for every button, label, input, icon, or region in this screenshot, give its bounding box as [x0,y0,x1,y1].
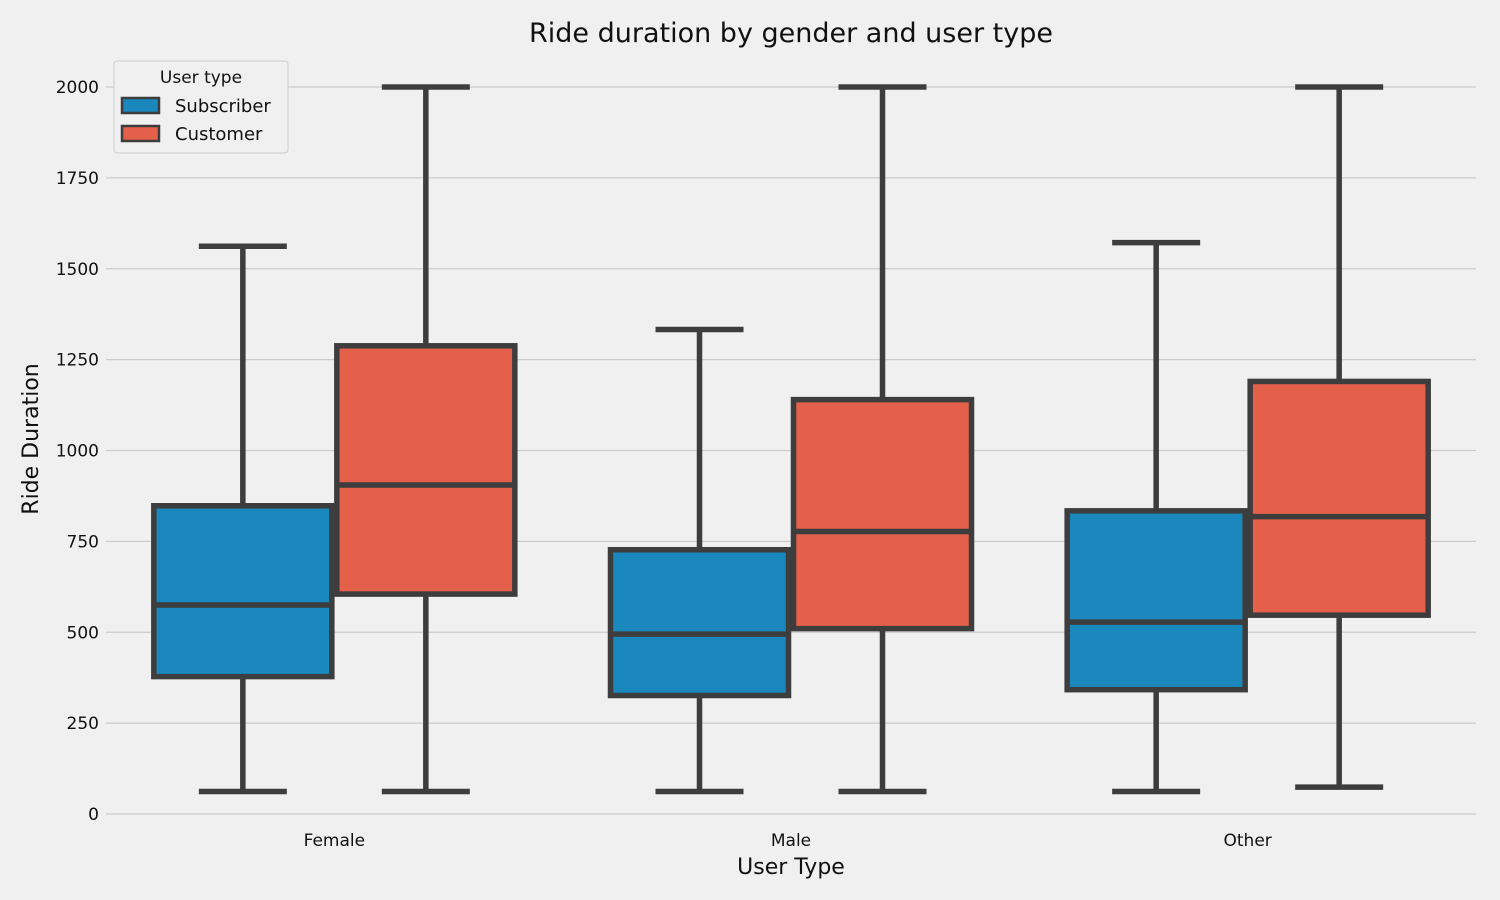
legend-title: User type [160,68,242,88]
y-tick-label-250: 250 [67,714,99,734]
legend-swatch-subscriber [120,96,161,115]
x-axis-title: User Type [737,855,845,880]
box-male-customer [790,84,975,795]
box-female-customer [334,84,518,795]
legend: User type Subscriber Customer [113,60,289,154]
box-layer [151,84,1431,795]
box-body-other-subscriber [1064,508,1248,693]
box-body-female-subscriber [151,503,335,680]
x-tick-label-other: Other [1224,831,1272,851]
y-tick-label-0: 0 [88,805,99,825]
tick-layer: 0 250 500 750 1000 1250 1500 1750 2000 Female Male… [56,78,1272,851]
x-tick-label-female: Female [304,831,365,851]
legend-label-customer: Customer [175,124,263,145]
box-other-subscriber [1064,239,1248,795]
chart-title: Ride duration by gender and user type [529,18,1053,49]
y-tick-label-500: 500 [67,623,99,643]
y-tick-label-2000: 2000 [56,78,99,98]
box-body-male-subscriber [607,546,792,699]
y-tick-label-1250: 1250 [56,351,99,371]
box-other-customer [1247,84,1431,790]
box-male-subscriber [607,326,792,795]
box-body-other-customer [1247,378,1431,618]
y-tick-label-1750: 1750 [56,169,99,189]
box-female-subscriber [151,243,335,795]
y-tick-label-750: 750 [67,532,99,552]
y-axis-title: Ride Duration [19,363,44,514]
x-tick-label-male: Male [771,831,811,851]
y-tick-label-1500: 1500 [56,260,99,280]
legend-label-subscriber: Subscriber [175,96,271,117]
box-body-male-customer [790,396,975,632]
box-body-female-customer [334,343,518,597]
legend-swatch-customer [120,124,161,143]
y-tick-label-1000: 1000 [56,442,99,462]
